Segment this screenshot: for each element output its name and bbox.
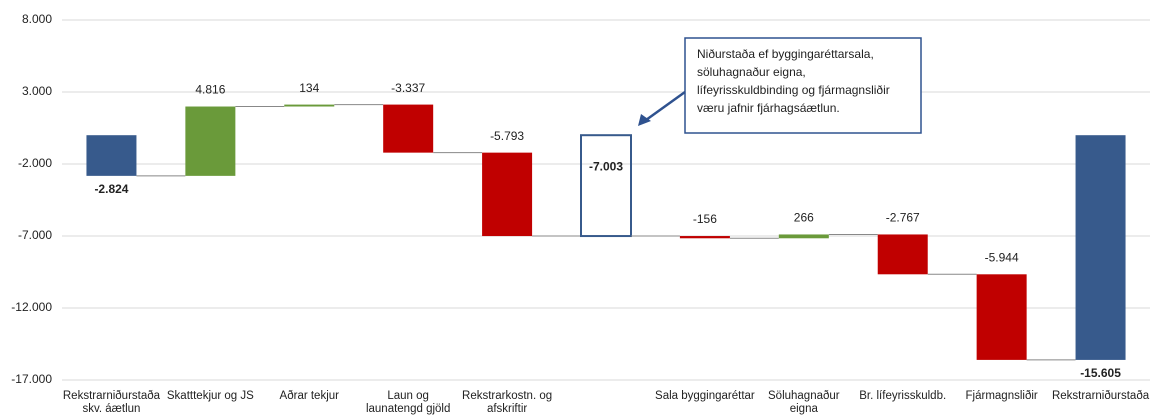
value-label: -2.824: [94, 182, 128, 196]
x-tick-label: Rekstrarniðurstaða skv. áætlun: [62, 390, 161, 415]
x-tick-label: Söluhagnaður eigna: [768, 390, 840, 415]
x-tick-label: Aðrar tekjur: [279, 390, 339, 402]
y-tick-label: 8.000: [22, 12, 52, 26]
value-label: -7.003: [589, 159, 623, 173]
annotation-text: Niðurstaða ef byggingaréttarsala,: [697, 47, 874, 61]
value-label: -156: [693, 212, 717, 226]
x-tick-label: Br. lífeyrisskuldb.: [859, 390, 947, 402]
x-tick-label: Fjármagnsliðir: [965, 390, 1038, 402]
y-tick-label: -17.000: [11, 372, 52, 386]
bar: [185, 106, 236, 176]
bar: [679, 236, 730, 239]
annotation-text: lífeyrisskuldbinding og fjármagnsliðir: [697, 83, 890, 97]
annotation-arrowhead: [638, 114, 651, 126]
bar: [976, 274, 1027, 360]
annotation-arrow: [645, 90, 686, 122]
annotation-box: [684, 37, 922, 134]
bar: [778, 234, 829, 239]
x-tick-label: Skatttekjur og JS: [166, 390, 254, 402]
value-label: 4.816: [195, 83, 225, 97]
value-label: 266: [794, 211, 814, 225]
y-tick-label: -7.000: [18, 228, 52, 242]
bar: [482, 152, 533, 237]
value-label: -5.793: [490, 129, 524, 143]
value-label: -15.605: [1080, 366, 1121, 380]
y-tick-label: -12.000: [11, 300, 52, 314]
bar: [1075, 135, 1126, 360]
x-tick-label: Rekstrarniðurstaða: [1051, 390, 1150, 402]
y-tick-label: 3.000: [22, 84, 52, 98]
bar: [86, 135, 137, 176]
bar: [580, 134, 632, 238]
x-tick-label: Rekstrarkostn. og afskriftir: [462, 390, 553, 415]
x-tick-label: Sala byggingaréttar: [655, 390, 755, 402]
value-label: 134: [299, 81, 319, 95]
bar: [877, 234, 928, 275]
x-tick-label: Laun og launatengd gjöld: [365, 390, 451, 415]
value-label: -3.337: [391, 81, 425, 95]
value-label: -2.767: [886, 211, 920, 225]
y-tick-label: -2.000: [18, 156, 52, 170]
annotation-text: söluhagnaður eigna,: [697, 65, 806, 79]
value-label: -5.944: [985, 250, 1019, 264]
bar: [284, 104, 335, 107]
annotation-text: væru jafnir fjárhagsáætlun.: [697, 101, 840, 115]
bar: [383, 104, 434, 153]
